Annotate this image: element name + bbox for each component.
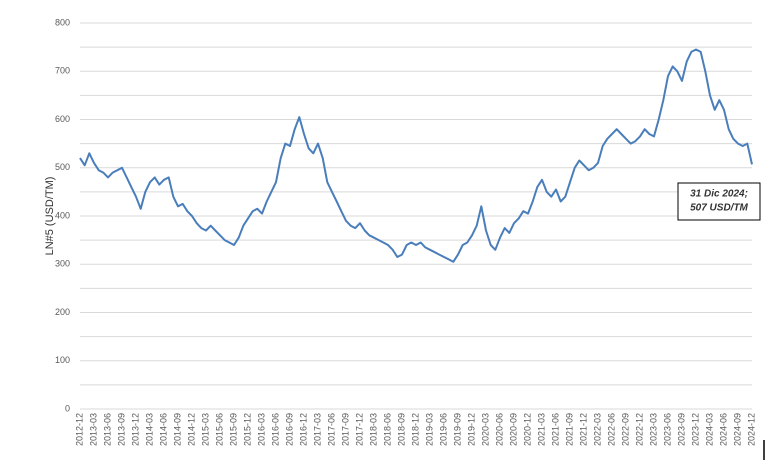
x-tick-label: 2016-12 (298, 413, 308, 446)
y-tick-label: 500 (55, 162, 70, 172)
x-tick-label: 2020-03 (480, 413, 490, 446)
x-tick-label: 2019-03 (424, 413, 434, 446)
x-tick-label: 2016-09 (284, 413, 294, 446)
x-tick-label: 2024-09 (732, 413, 742, 446)
y-tick-label: 600 (55, 114, 70, 124)
y-tick-label: 300 (55, 259, 70, 269)
x-tick-label: 2023-09 (676, 413, 686, 446)
x-tick-label: 2022-03 (592, 413, 602, 446)
x-tick-label: 2023-06 (662, 413, 672, 446)
x-tick-label: 2017-12 (354, 413, 364, 446)
annotation: 507 USD/TM (690, 203, 748, 214)
y-axis-label: LN#5 (USD/TM) (44, 177, 56, 256)
x-tick-label: 2015-12 (242, 413, 252, 446)
x-tick-label: 2019-09 (452, 413, 462, 446)
x-tick-label: 2021-06 (550, 413, 560, 446)
x-tick-label: 2016-03 (256, 413, 266, 446)
x-tick-label: 2023-03 (648, 413, 658, 446)
x-tick-label: 2014-06 (158, 413, 168, 446)
x-tick-label: 2019-12 (466, 413, 476, 446)
x-tick-label: 2018-12 (410, 413, 420, 446)
x-tick-label: 2013-12 (130, 413, 140, 446)
x-tick-label: 2013-06 (102, 413, 112, 446)
x-tick-label: 2024-06 (718, 413, 728, 446)
x-tick-label: 2020-06 (494, 413, 504, 446)
x-tick-label: 2013-03 (88, 413, 98, 446)
x-tick-label: 2024-03 (704, 413, 714, 446)
x-tick-label: 2015-03 (200, 413, 210, 446)
x-tick-label: 2021-03 (536, 413, 546, 446)
y-tick-label: 0 (65, 403, 70, 413)
x-tick-label: 2017-06 (326, 413, 336, 446)
line (79, 48, 753, 263)
x-tick-label: 2024-12 (746, 413, 756, 446)
x-tick-label: 2019-06 (438, 413, 448, 446)
x-tick-label: 2018-06 (382, 413, 392, 446)
y-tick-label: 800 (55, 17, 70, 27)
x-tick-label: 2022-12 (634, 413, 644, 446)
x-tick-label: 2014-12 (186, 413, 196, 446)
y-tick-label: 400 (55, 210, 70, 220)
x-tick-label: 2018-03 (368, 413, 378, 446)
x-tick-label: 2014-03 (144, 413, 154, 446)
x-tick-label: 2021-09 (564, 413, 574, 446)
x-tick-label: 2021-12 (578, 413, 588, 446)
x-tick-label: 2014-09 (172, 413, 182, 446)
x-tick-label: 2017-09 (340, 413, 350, 446)
annotation: 31 Dic 2024; (690, 189, 748, 200)
y-tick-label: 100 (55, 355, 70, 365)
x-tick-label: 2015-06 (214, 413, 224, 446)
x-tick-label: 2020-09 (508, 413, 518, 446)
x-tick-label: 2017-03 (312, 413, 322, 446)
annotation-box (677, 182, 761, 221)
x-tick-label: 2020-12 (522, 413, 532, 446)
x-tick-label: 2022-09 (620, 413, 630, 446)
x-tick-label: 2012-12 (74, 413, 84, 446)
x-tick-label: 2018-09 (396, 413, 406, 446)
x-tick-label: 2015-09 (228, 413, 238, 446)
x-tick-label: 2022-06 (606, 413, 616, 446)
y-tick-label: 700 (55, 66, 70, 76)
x-tick-label: 2016-06 (270, 413, 280, 446)
x-tick-label: 2023-12 (690, 413, 700, 446)
y-tick-label: 200 (55, 307, 70, 317)
x-tick-label: 2013-09 (116, 413, 126, 446)
